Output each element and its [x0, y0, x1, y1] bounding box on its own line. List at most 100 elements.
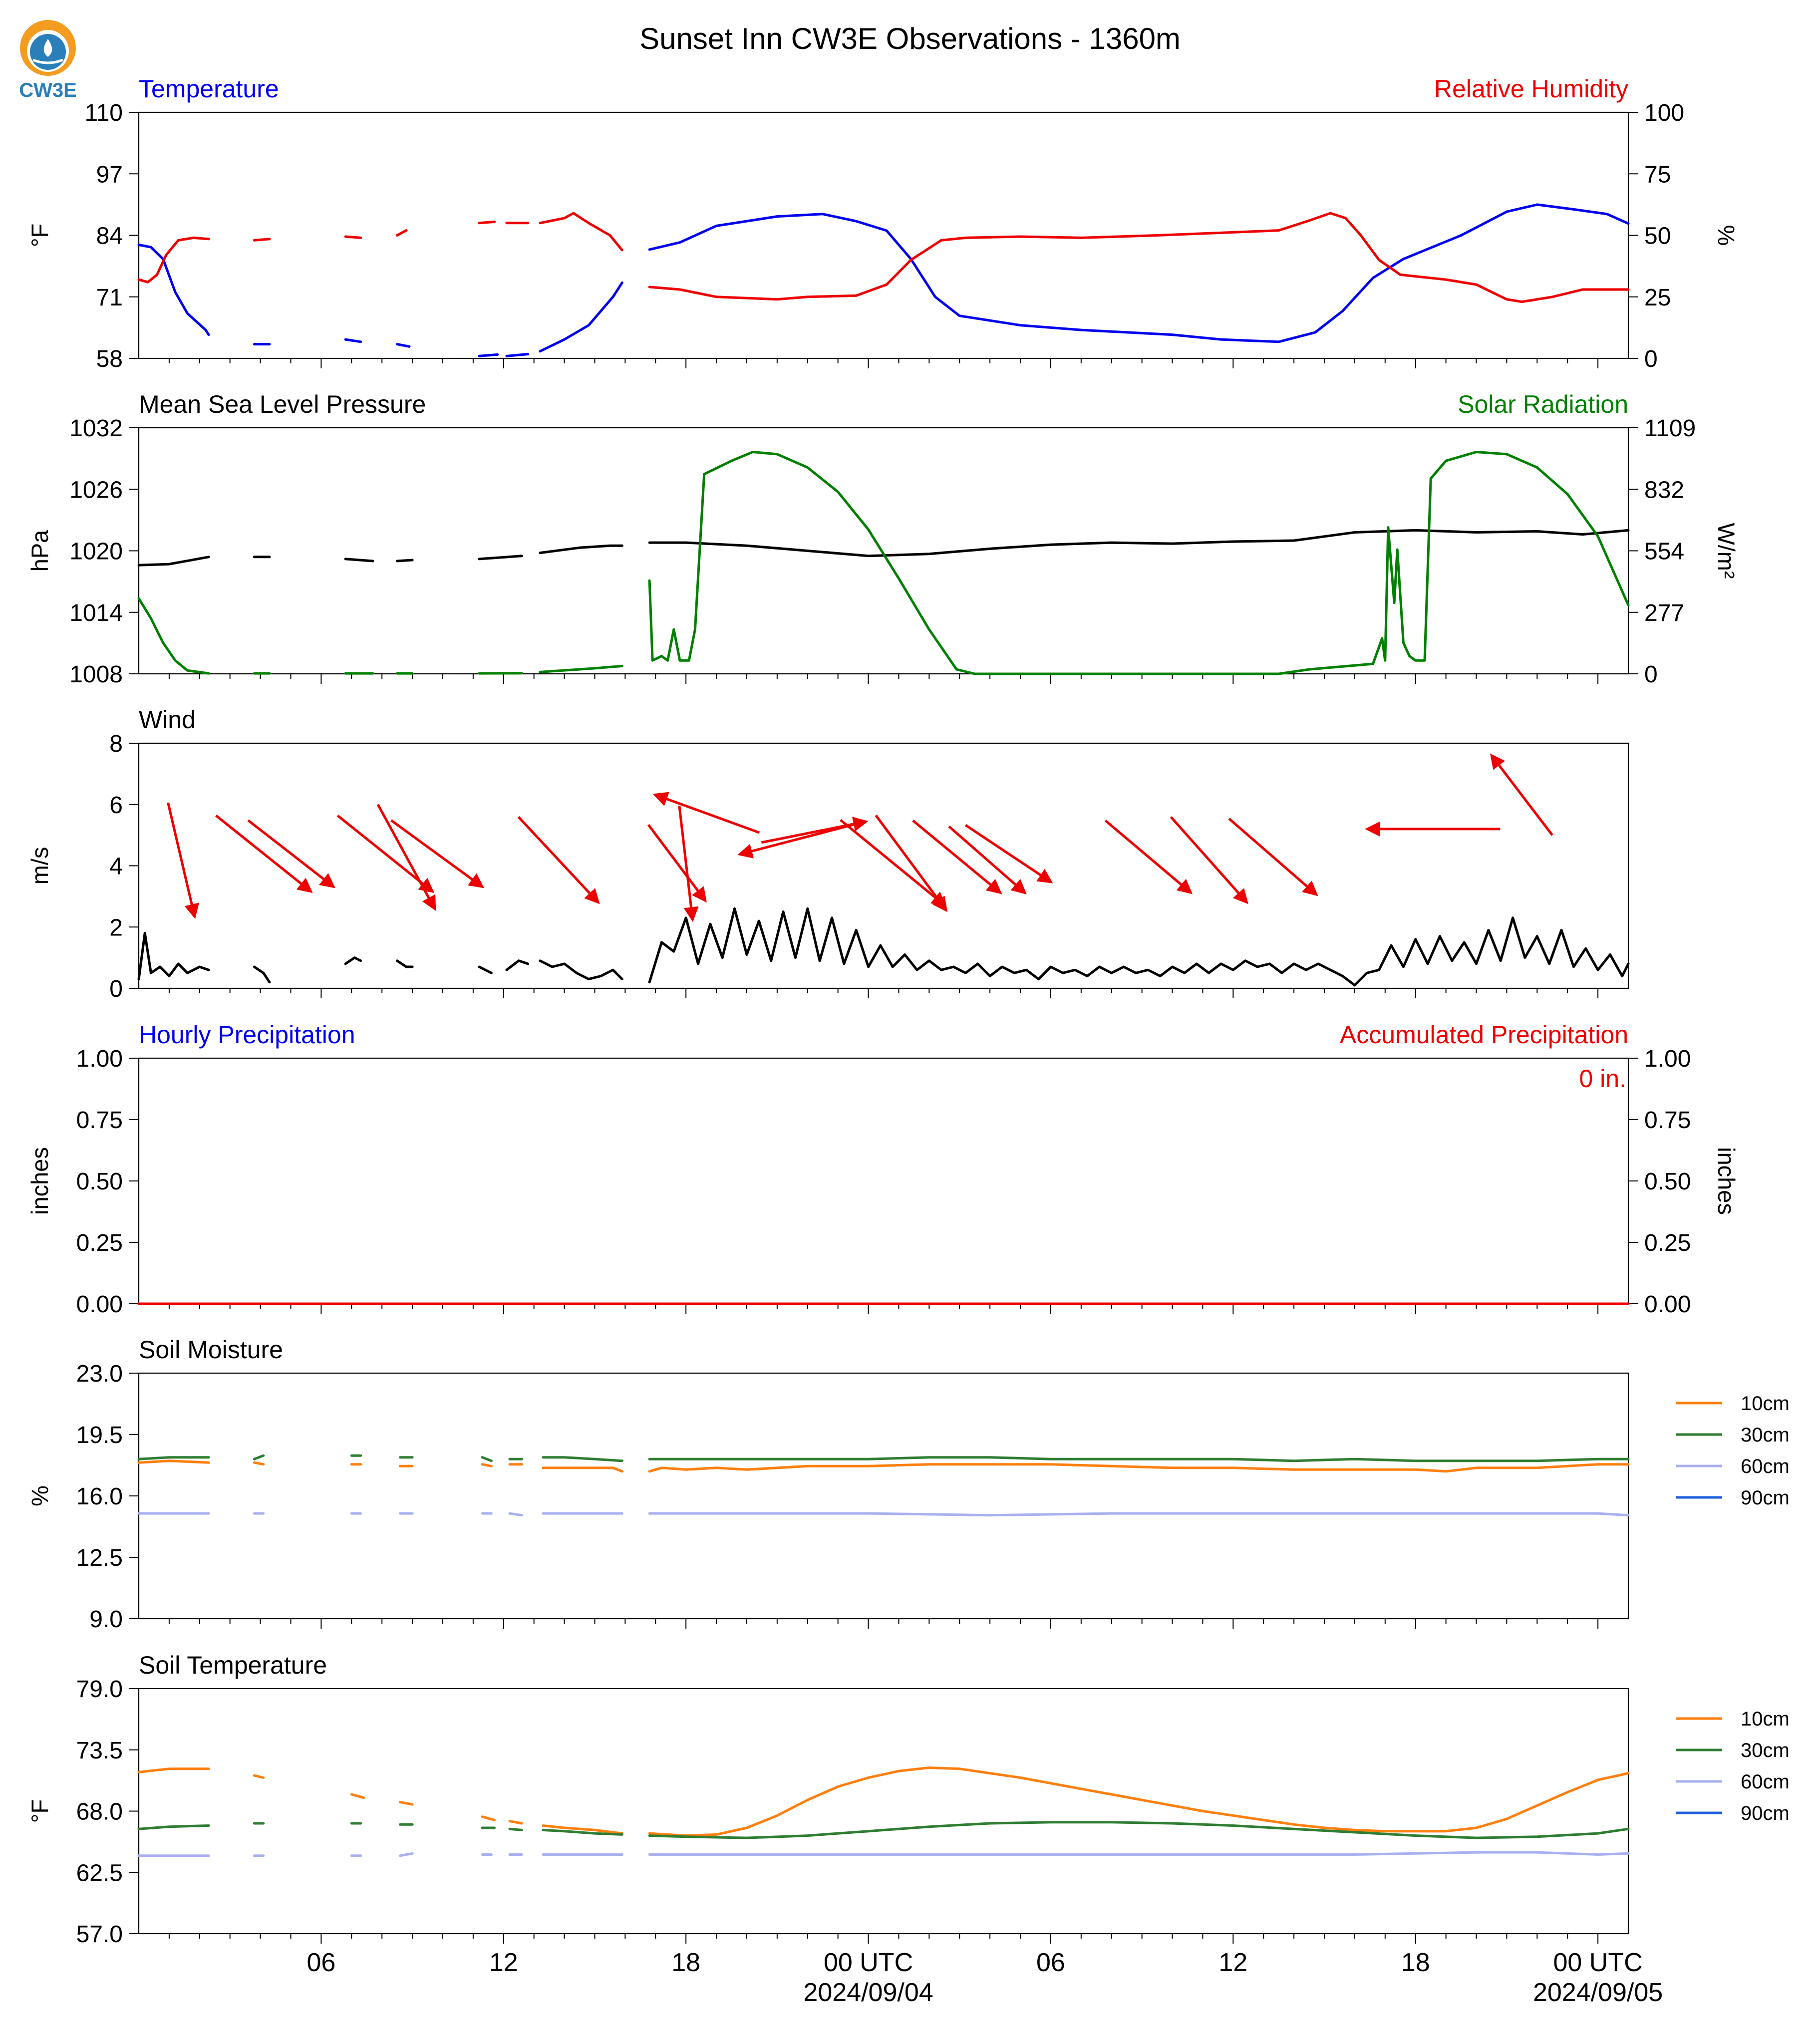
y-axis-label-right: inches — [1713, 1147, 1740, 1215]
y-left-tick-label: 84 — [96, 223, 123, 250]
y-axis-label-left: inches — [26, 1147, 53, 1215]
series-line-segment — [396, 229, 408, 237]
y-right-tick-label: 75 — [1644, 161, 1671, 188]
y-left-tick-label: 6 — [109, 792, 123, 819]
wind-direction-arrow — [336, 814, 435, 893]
series-line-segment — [344, 956, 362, 965]
panel-precip: 0.00 0.25 0.50 0.75 1.00 0.00 0.25 0.50 0.75 1.00… — [26, 1021, 1740, 1318]
series-mean-sea-level-pressure — [137, 529, 1630, 567]
series-line-segment — [344, 338, 362, 343]
series-solar-radiation — [137, 451, 1630, 675]
series-60cm — [137, 1851, 1630, 1857]
legend-label: 10cm — [1741, 1393, 1790, 1415]
panel-temp_rh: 58 71 84 97 110 0 25 50 75 100 Temperature Relative… — [26, 75, 1740, 372]
y-axis-label-right: % — [1713, 225, 1740, 246]
series-line-segment — [648, 529, 1630, 558]
series-line-segment — [481, 1456, 493, 1462]
series-line-segment — [505, 353, 529, 357]
y-left-tick-label: 23.0 — [76, 1361, 123, 1387]
y-axis-label-left: m/s — [26, 847, 53, 885]
wind-direction-arrow — [390, 819, 485, 888]
y-axis-label-right: W/m² — [1713, 523, 1740, 579]
y-left-tick-label: 0 — [109, 976, 123, 1002]
panel-title-left: Hourly Precipitation — [139, 1021, 355, 1049]
series-line-segment — [137, 597, 210, 675]
y-right-tick-label: 0 — [1644, 346, 1658, 372]
x-tick-label: 12 — [489, 1948, 518, 1977]
y-right-tick-label: 0.75 — [1644, 1107, 1691, 1134]
legend: 10cm 30cm 60cm 90cm — [1676, 1393, 1790, 1509]
y-right-tick-label: 100 — [1644, 100, 1684, 126]
series-line-segment — [137, 556, 210, 567]
panel-wind: 0 2 4 6 8 Wind m/s — [26, 706, 1630, 1002]
series-line-segment — [478, 353, 499, 357]
wind-direction-arrow — [647, 824, 707, 903]
cw3e-logo: CW3E — [19, 20, 77, 101]
wind-direction-arrow — [1228, 818, 1318, 896]
series-30cm — [137, 1454, 1630, 1462]
series-line-segment — [648, 212, 1630, 303]
y-right-tick-label: 0.25 — [1644, 1230, 1691, 1256]
series-line-segment — [542, 1466, 623, 1473]
series-line-segment — [396, 959, 414, 968]
series-line-segment — [137, 236, 210, 284]
series-line-segment — [253, 965, 271, 984]
y-left-tick-label: 62.5 — [76, 1860, 123, 1886]
y-right-tick-label: 0.50 — [1644, 1168, 1691, 1195]
legend-label: 90cm — [1741, 1487, 1790, 1509]
series-line-segment — [648, 1456, 1630, 1462]
series-line-segment — [481, 1815, 496, 1821]
series-line-segment — [648, 907, 1630, 987]
y-axis-label-left: hPa — [26, 530, 53, 572]
y-left-tick-label: 58 — [96, 346, 123, 372]
series-line-segment — [253, 238, 271, 242]
y-left-tick-label: 73.5 — [76, 1738, 123, 1764]
legend-label: 60cm — [1741, 1771, 1790, 1793]
y-left-tick-label: 97 — [96, 161, 123, 188]
legend-label: 10cm — [1741, 1708, 1790, 1730]
y-right-tick-label: 50 — [1644, 223, 1671, 250]
series-line-segment — [542, 1824, 623, 1835]
legend-label: 30cm — [1741, 1739, 1790, 1761]
y-left-tick-label: 68.0 — [76, 1799, 123, 1825]
panel-title-left: Temperature — [139, 75, 279, 103]
wind-direction-arrow — [376, 804, 436, 911]
wind-direction-arrow — [652, 792, 760, 834]
series-line-segment — [508, 1512, 523, 1517]
panel-title-left: Wind — [139, 706, 196, 734]
panel-soil_moisture: 9.0 12.5 16.0 19.5 23.0 Soil Moisture% 10cm 30c… — [26, 1336, 1790, 1633]
series-line-segment — [399, 1852, 414, 1857]
wind-direction-arrow — [1170, 816, 1248, 904]
panel-title-left: Mean Sea Level Pressure — [139, 390, 426, 418]
series-60cm — [137, 1512, 1630, 1517]
panel-title-left: Soil Moisture — [139, 1336, 283, 1364]
y-left-tick-label: 12.5 — [76, 1545, 123, 1571]
panel-title-left: Soil Temperature — [139, 1651, 327, 1679]
y-left-tick-label: 8 — [109, 731, 123, 757]
x-tick-label: 18 — [671, 1948, 700, 1977]
y-left-tick-label: 0.00 — [76, 1291, 123, 1318]
series-30cm — [137, 1821, 1630, 1839]
wind-direction-arrow — [215, 814, 313, 893]
y-right-tick-label: 554 — [1644, 539, 1684, 565]
series-temperature — [137, 203, 1630, 357]
series-line-segment — [478, 555, 523, 561]
wind-direction-arrow — [167, 802, 199, 919]
y-axis-label-left: % — [26, 1485, 53, 1506]
wind-direction-arrow — [912, 819, 1002, 894]
series-line-segment — [539, 281, 623, 353]
y-right-tick-label: 0.00 — [1644, 1291, 1691, 1318]
panel-soil_temp: 57.0 62.5 68.0 73.5 79.0 Soil Temperature °F 10… — [26, 1651, 1790, 2007]
series-line-segment — [137, 1456, 210, 1460]
series-line-segment — [350, 1793, 365, 1799]
series-line-segment — [508, 1820, 523, 1825]
wind-direction-arrow — [517, 816, 600, 904]
series-10cm — [137, 1459, 1630, 1473]
y-left-tick-label: 9.0 — [89, 1606, 123, 1633]
x-tick-label: 06 — [306, 1948, 335, 1977]
legend-label: 30cm — [1741, 1424, 1790, 1446]
panel-title-right: Accumulated Precipitation — [1340, 1021, 1628, 1049]
